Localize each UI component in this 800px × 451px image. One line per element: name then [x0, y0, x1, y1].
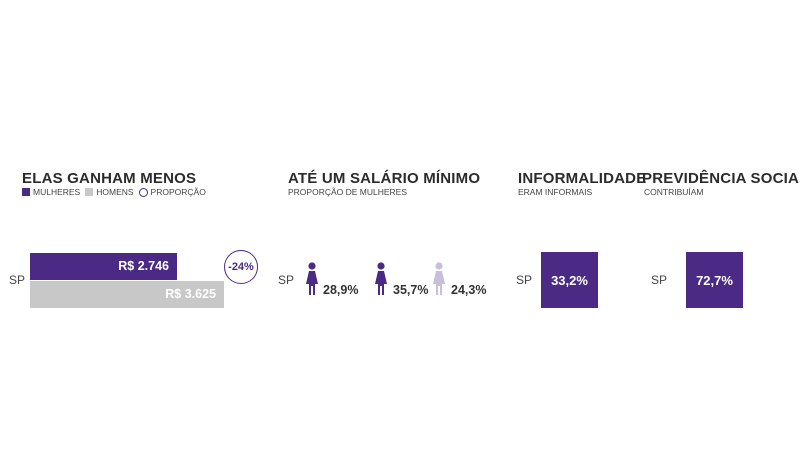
proportion-badge: -24% — [224, 250, 258, 284]
social-security-title: PREVIDÊNCIA SOCIAL — [642, 170, 800, 187]
salary-title: ELAS GANHAM MENOS — [22, 170, 197, 187]
social-security-subtitle: CONTRIBUÍAM — [644, 187, 704, 197]
legend-label-homens: HOMENS — [96, 187, 134, 197]
informality-region-label: SP — [516, 273, 533, 287]
min-wage-value-2: 35,7% — [393, 283, 429, 297]
bar-homens: R$ 3.625 — [30, 281, 224, 308]
woman-icon — [433, 262, 445, 295]
bar-label-homens: R$ 3.625 — [165, 287, 216, 301]
legend-label-proporcao: PROPORÇÃO — [150, 187, 206, 197]
informality-value-box: 33,2% — [541, 252, 598, 308]
legend-label-mulheres: MULHERES — [33, 187, 81, 197]
informality-title: INFORMALIDADE — [518, 170, 647, 187]
salary-legend: MULHERES HOMENS PROPORÇÃO — [22, 187, 206, 197]
woman-icon — [306, 262, 318, 295]
legend-swatch-homens — [85, 188, 94, 196]
social-security-value-box: 72,7% — [686, 252, 743, 308]
salary-bar-chart: R$ 3.625 R$ 2.746 — [30, 253, 224, 309]
informality-subtitle: ERAM INFORMAIS — [518, 187, 593, 197]
legend-swatch-mulheres — [22, 188, 30, 196]
min-wage-value-1: 28,9% — [323, 283, 359, 297]
min-wage-subtitle: PROPORÇÃO DE MULHERES — [288, 187, 408, 197]
social-security-region-label: SP — [651, 273, 668, 287]
woman-icon — [375, 262, 387, 295]
legend-swatch-proporcao — [138, 187, 148, 197]
bar-mulheres: R$ 2.746 — [30, 253, 177, 280]
min-wage-title: ATÉ UM SALÁRIO MÍNIMO — [288, 170, 481, 187]
bar-label-mulheres: R$ 2.746 — [118, 259, 169, 273]
min-wage-region-label: SP — [278, 273, 295, 287]
min-wage-value-3: 24,3% — [451, 283, 487, 297]
salary-region-label: SP — [9, 273, 26, 287]
